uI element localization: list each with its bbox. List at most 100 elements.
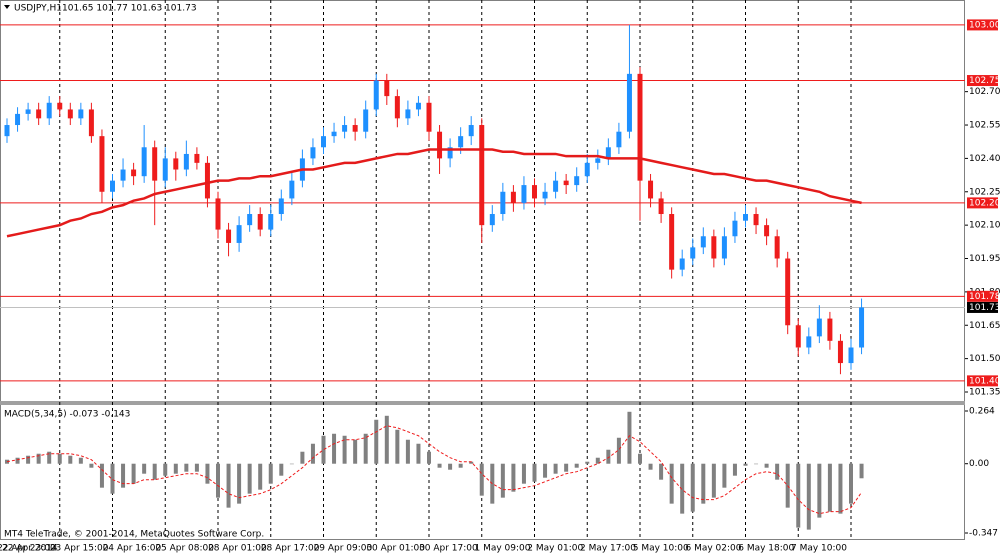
x-tick-label: 6 May 18:00: [738, 544, 794, 554]
macd-y-tick-label: 0.264: [969, 406, 995, 416]
macd-y-tick-label: -0.347: [969, 529, 998, 539]
macd-bar: [395, 429, 400, 464]
candle-body: [120, 169, 126, 181]
candle-body: [415, 102, 421, 110]
candle-body: [57, 102, 63, 110]
candle-body: [110, 180, 115, 192]
candle-body: [753, 214, 759, 226]
candle-body: [162, 158, 168, 181]
macd-bar: [500, 463, 505, 498]
macd-bar: [775, 463, 780, 480]
candle-body: [152, 147, 158, 181]
candle-body: [648, 180, 654, 199]
macd-bar: [89, 463, 94, 468]
x-tick-label: 2 May 01:00: [527, 544, 583, 554]
x-tick-label: 24 Apr 16:00: [103, 544, 162, 554]
macd-bar: [648, 463, 653, 470]
macd-y-tick-label: 0.00: [969, 459, 989, 469]
candle-body: [321, 136, 326, 148]
candle-body: [36, 109, 42, 119]
macd-bar: [659, 463, 664, 480]
level-label-box: [967, 290, 998, 302]
panel-separator: [0, 401, 965, 405]
y-tick-label: 102.70: [969, 87, 1000, 97]
macd-bar: [511, 463, 516, 492]
macd-bar: [258, 463, 263, 490]
x-tick-label: 30 Apr 17:00: [419, 544, 478, 554]
candle-body: [25, 109, 31, 114]
macd-bar: [732, 463, 737, 476]
macd-bar: [469, 461, 474, 464]
macd-bar: [585, 461, 590, 464]
y-tick-label: 102.55: [969, 121, 1000, 131]
candle-body: [384, 80, 390, 97]
macd-bar: [68, 455, 73, 464]
macd-bar: [353, 439, 358, 464]
x-tick-label: 7 May 10:00: [791, 544, 847, 554]
macd-bar: [796, 463, 801, 528]
macd-bar: [342, 435, 347, 464]
candle-body: [183, 153, 189, 170]
level-label: 102.75: [969, 76, 1000, 86]
macd-bar: [321, 435, 326, 464]
candle-body: [99, 136, 105, 192]
macd-bar: [849, 463, 853, 504]
level-label: 103.00: [969, 20, 1000, 30]
candle-body: [521, 185, 527, 203]
candle-body: [342, 125, 348, 132]
moving-average: [6, 148, 862, 238]
level-label: 102.20: [969, 198, 1000, 208]
candle-body: [500, 191, 506, 215]
macd-bar: [543, 463, 548, 478]
macd-bar: [184, 463, 189, 472]
candle-body: [278, 198, 284, 215]
candle-body: [553, 180, 559, 192]
candle-body: [479, 125, 485, 226]
macd-bar: [437, 463, 442, 468]
candle-body: [743, 214, 748, 221]
candle-body: [458, 136, 464, 148]
candle-body: [437, 131, 443, 159]
candle-body: [310, 147, 316, 159]
macd-title: MACD(5,34,5) -0.073 -0.143: [4, 410, 130, 420]
macd-bar: [416, 443, 421, 464]
macd-bar: [574, 463, 579, 468]
macd-bar: [268, 463, 273, 484]
candle-body: [215, 198, 221, 230]
macd-bar: [722, 463, 727, 488]
macd-bar: [57, 453, 62, 464]
footer: MT4 TeleTrade, © 2001-2014, MetaQuotes S…: [4, 530, 264, 540]
candle-body: [711, 236, 717, 259]
candle-body: [542, 191, 548, 199]
macd-bar: [669, 463, 674, 504]
macd-bar: [26, 455, 31, 464]
y-tick-label: 102.25: [969, 187, 1000, 197]
candle-body: [131, 169, 137, 177]
y-tick-label: 101.95: [969, 254, 1000, 264]
macd-bar: [638, 453, 642, 464]
candle-body: [827, 318, 833, 341]
ohlc-text: 101.65 101.77 101.63 101.73: [62, 4, 197, 14]
macd-bar: [479, 463, 484, 496]
candle-body: [605, 147, 611, 159]
candle-body: [363, 109, 369, 132]
macd-bar: [521, 463, 526, 484]
x-tick-label: 28 Apr 17:00: [261, 544, 320, 554]
plot-frame: [0, 0, 965, 540]
x-tick-label: 5 May 10:00: [633, 544, 689, 554]
candle-body: [289, 180, 295, 199]
macd-bar: [173, 463, 178, 474]
candle-body: [732, 220, 738, 237]
macd-bar: [754, 463, 759, 465]
macd-bar: [78, 457, 83, 464]
candle-body: [236, 225, 242, 243]
macd-bar: [564, 463, 569, 472]
macd-bar: [711, 463, 716, 498]
candle-body: [247, 214, 253, 226]
candle-body: [626, 73, 632, 132]
macd-bar: [374, 419, 379, 464]
macd-bar: [310, 443, 315, 464]
macd-bar: [279, 463, 284, 476]
y-tick-label: 101.35: [969, 387, 1000, 397]
